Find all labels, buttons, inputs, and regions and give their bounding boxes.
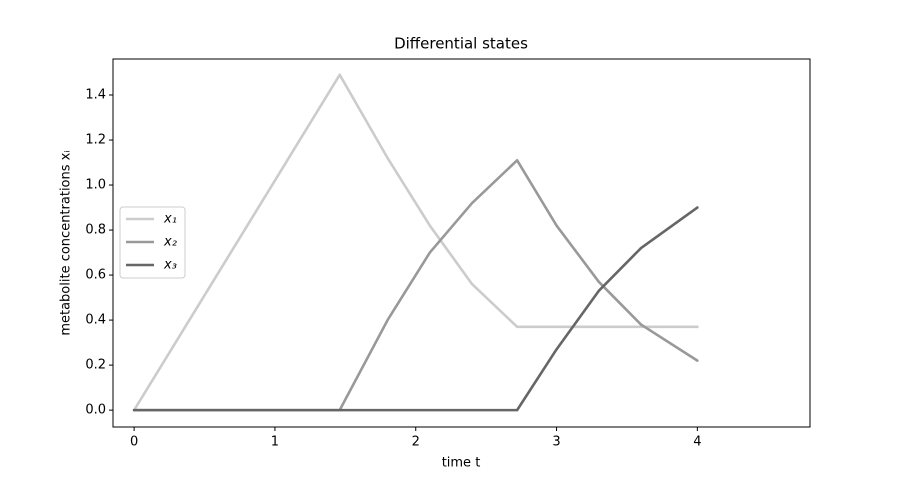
x-tick-label: 2 <box>412 435 420 450</box>
y-tick-label: 0.0 <box>85 403 106 418</box>
y-tick-label: 0.8 <box>85 223 106 238</box>
x-tick-label: 4 <box>693 435 701 450</box>
y-tick-label: 0.4 <box>85 313 106 328</box>
series-line <box>132 73 699 412</box>
y-tick-label: 0.6 <box>85 268 106 283</box>
y-axis-label: metabolite concentrations xᵢ <box>59 150 74 335</box>
y-tick-label: 1.0 <box>85 178 106 193</box>
chart-title: Differential states <box>394 35 528 53</box>
y-tick-label: 0.2 <box>85 358 106 373</box>
y-tick-label: 1.4 <box>85 88 106 103</box>
x-tick-label: 0 <box>130 435 138 450</box>
y-tick-label: 1.2 <box>85 133 106 148</box>
legend: x₁ x₂ x₃ <box>119 206 186 279</box>
legend-label: x₂ <box>163 235 177 250</box>
x-axis-label: time t <box>442 456 481 471</box>
series-line <box>132 158 699 412</box>
x-tick-label: 1 <box>271 435 279 450</box>
legend-label: x₃ <box>163 258 177 273</box>
legend-label: x₁ <box>163 212 177 227</box>
x-tick-label: 3 <box>552 435 560 450</box>
series-line <box>132 206 699 412</box>
plot-frame <box>112 58 811 428</box>
